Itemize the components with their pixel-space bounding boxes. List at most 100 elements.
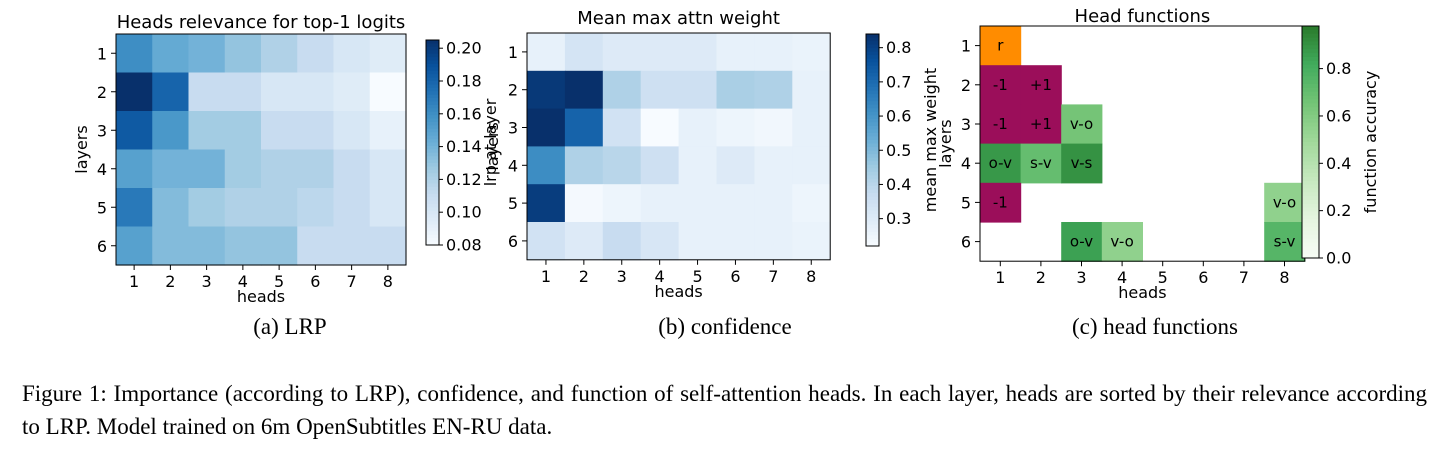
panel-b-colorbar-segment [866,111,879,116]
panel-b-ytick-label: 4 [508,156,518,175]
panel-b-cell-l5-h1 [527,184,566,223]
panel-c-colorbar-segment [1302,176,1319,182]
subcaption-a: (a) LRP [253,314,327,339]
panel-b-colorbar-segment [866,97,879,102]
panel-c-cell-label-l5-h8: v-o [1273,193,1296,211]
panel-a-colorbar-segment [426,40,439,44]
panel-c-cell-l1-h1 [980,26,1022,66]
panel-a-title: Heads relevance for top-1 logits [117,12,406,33]
panel-c-colorbar-segment [1302,56,1319,62]
panel-c-colorbar-frame [1301,25,1320,259]
panel-c-colorbar-segment [1302,49,1319,54]
panel-a-colorbar-segment [426,63,439,68]
panel-a-colorbar-segment [426,176,439,181]
panel-b-colorbar-segment [866,115,879,120]
panel-b-cell-l4-h5 [678,146,718,185]
panel-b-cell-l4-h6 [716,146,755,185]
panel-a-cell-l5-h3 [188,188,226,228]
panel-a-ytick-label: 1 [97,44,107,63]
panel-a-cell-l1-h1 [116,34,153,74]
panel-b-colorbar-segment [866,157,879,162]
panel-a-cell-l5-h6 [297,188,335,228]
panel-b-colorbar-segment [866,217,879,222]
panel-c-colorbar-segment [1302,29,1319,35]
panel-a-colorbar-segment [426,156,439,161]
panel-a-ytick-label: 5 [97,198,107,217]
panel-a-cell-l1-h3 [188,34,226,74]
panel-c-colorbar-segment [1302,26,1319,31]
panel-b-colorbar-segment [866,51,879,56]
panel-a-cell-l2-h6 [297,72,335,112]
panel-c-ytick-label: 5 [961,193,971,212]
panel-b-colorbar-label: mean max weight [921,68,940,212]
panel-a-xtick-label: 8 [383,272,393,291]
panel-a-cell-l6-h3 [188,226,226,266]
panel-c-colorbar-tick-label: 0.2 [1326,201,1351,220]
panel-b-colorbar-segment [866,224,879,229]
panel-b-cell-l5-h7 [754,184,793,223]
panel-a-cell-l6-h4 [224,226,262,266]
panel-a-colorbar-segment [426,241,439,246]
panel-a-colorbar-segment [426,128,439,133]
panel-a-colorbar-tick-label: 0.10 [446,203,482,222]
panel-a-colorbar-segment [426,210,439,215]
panel-a-cell-l6-h1 [116,226,153,266]
panel-b-cell-l4-h1 [527,146,566,185]
panel-b-xtick-label: 6 [730,267,740,286]
panel-a-cell-l2-h5 [261,72,298,112]
panel-b-colorbar-frame [865,33,880,247]
panel-a-cell-l2-h3 [188,72,226,112]
panel-b-ytick-label: 6 [508,232,518,251]
panel-c-colorbar-segment [1302,134,1319,139]
panel-c-cell-label-l2-h2: +1 [1030,76,1052,94]
panel-c-colorbar-segment [1302,246,1319,251]
panel-a-cell-l1-h6 [297,34,335,74]
panel-c-colorbar-segment [1302,157,1319,162]
panel-b-cell-l1-h1 [527,33,566,72]
panel-a-cell-l1-h2 [152,34,190,74]
panel-c-colorbar-segment [1302,84,1319,89]
panel-b-cell-l2-h5 [678,70,718,110]
panel-c-colorbar-segment [1302,207,1319,213]
panel-b-colorbar-segment [866,72,879,77]
panel-b-cell-l1-h7 [754,33,793,72]
panel-c-cell-l3-h2 [1020,104,1062,145]
panel-b-colorbar-segment [866,171,879,176]
panel-a-cell-l1-h5 [261,34,298,74]
panel-b-colorbar-segment [866,83,879,88]
panel-c-colorbar-segment [1302,203,1319,209]
panel-a-colorbar-segment [426,217,439,222]
panel-a-cell-l6-h8 [369,226,407,266]
panel-b-cell-l1-h8 [792,33,831,72]
panel-a-xtick-label: 3 [202,272,212,291]
panel-c-cell-label-l4-h1: o-v [989,154,1012,172]
panel-b-cell-l3-h3 [602,108,642,147]
panel-b-colorbar-segment [866,210,879,215]
panel-c-colorbar-segment [1302,165,1319,170]
panel-c-xtick-label: 3 [1076,268,1086,287]
panel-a-colorbar-segment [426,122,439,126]
panel-a-colorbar-tick-label: 0.16 [446,104,482,123]
panel-c-colorbar-segment [1302,142,1319,147]
panel-c-colorbar-segment [1302,107,1319,112]
panel-a-cell-l5-h2 [152,188,190,228]
panel-c-cell-l2-h2 [1020,65,1062,105]
panel-a-cell-l2-h1 [116,72,153,112]
panel-b-colorbar-segment [866,69,879,74]
panel-a-cell-l2-h4 [224,72,262,112]
panel-b-cell-l3-h1 [527,108,566,147]
panel-a-colorbar-segment [426,142,439,147]
panel-a-colorbar-segment [426,53,439,58]
panel-c-colorbar-segment [1302,80,1319,85]
panel-a-cell-l5-h4 [224,188,262,228]
panel-a-colorbar-segment [426,74,439,79]
panel-c-colorbar-segment [1302,118,1319,124]
panel-b-colorbar-segment [866,147,879,152]
panel-a-cell-l3-h7 [333,111,371,151]
panel-c-colorbar-segment [1302,41,1319,46]
panel-b-xtick-label: 4 [655,267,665,286]
panel-a-colorbar-segment [426,87,439,92]
panel-a-colorbar-segment [426,234,439,239]
panel-a-cell-l3-h8 [369,111,407,151]
panel-b-colorbar-segment [866,62,879,67]
